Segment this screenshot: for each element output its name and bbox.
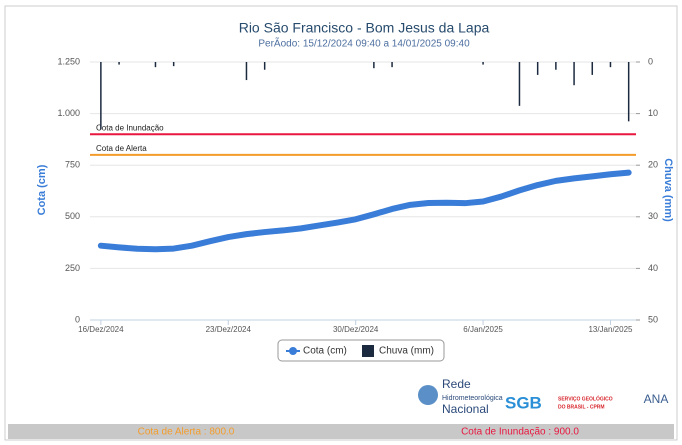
legend-box [277, 339, 445, 362]
chart-subtitle: PerÃodo: 15/12/2024 09:40 a 14/01/2025 0… [258, 37, 470, 50]
logo-text: DO BRASIL - CPRM [558, 404, 605, 410]
logo-text: Nacional [442, 402, 489, 416]
y2-axis-label: Chuva (mm) [662, 158, 674, 222]
x-tick-label: 6/Jan/2025 [463, 325, 503, 334]
rain-bar [555, 62, 557, 70]
y-tick-label: 750 [65, 160, 80, 170]
logo-text: Rede [442, 377, 471, 391]
footer-label: Cota de Alerta : 800.0 [138, 427, 235, 438]
y2-tick-label: 50 [648, 314, 658, 324]
rain-bar [118, 62, 120, 65]
footer-label: Cota de Inundação : 900.0 [461, 427, 579, 438]
y-axis-label: Cota (cm) [36, 164, 48, 215]
rain-bar [482, 62, 484, 65]
rain-bar [573, 62, 575, 86]
x-tick-label: 23/Dez/2024 [206, 325, 252, 334]
logo-text: ANA [644, 392, 669, 406]
rain-bar [100, 62, 102, 130]
x-tick-label: 13/Jan/2025 [588, 325, 633, 334]
rain-bar [263, 62, 266, 70]
x-tick-label: 30/Dez/2024 [333, 325, 379, 334]
logo-text: SGB [505, 393, 542, 412]
legend-label: Cota (cm) [303, 346, 347, 357]
reference-label: Cota de Inundação [96, 123, 164, 132]
y-tick-label: 0 [75, 314, 80, 324]
rain-bar [154, 62, 157, 68]
rain-bar [373, 62, 375, 69]
y-tick-label: 500 [65, 211, 80, 221]
x-tick-label: 16/Dez/2024 [78, 325, 124, 334]
y2-tick-label: 0 [648, 56, 653, 66]
legend-swatch [362, 345, 374, 357]
rain-bar [391, 62, 393, 68]
rain-bar [591, 62, 594, 75]
logo-text: SERVIÇO GEOLÓGICO [558, 394, 613, 402]
legend-label: Chuva (mm) [379, 346, 434, 357]
logos: Rede Hidrometeorológica Nacional SGB SER… [418, 377, 668, 416]
rain-bar [536, 62, 539, 75]
rain-bar [245, 62, 248, 81]
legend-swatch [289, 347, 297, 355]
y2-tick-label: 10 [648, 108, 658, 118]
chart-title: Rio São Francisco - Bom Jesus da Lapa [239, 20, 490, 36]
y-tick-label: 1.000 [57, 108, 80, 118]
rain-bar [609, 62, 612, 68]
y2-tick-label: 40 [648, 263, 658, 273]
y2-tick-label: 30 [648, 211, 658, 221]
logo-text: Hidrometeorológica [442, 395, 503, 402]
rain-bar [518, 62, 521, 106]
cota-line [97, 169, 632, 253]
rain-bar [172, 62, 175, 67]
logo-icon [418, 385, 438, 405]
rain-bar [627, 62, 630, 122]
y-tick-label: 250 [65, 263, 80, 273]
reference-label: Cota de Alerta [96, 144, 147, 153]
footer-bar [8, 424, 674, 439]
y2-tick-label: 20 [648, 160, 658, 170]
y-tick-label: 1.250 [57, 56, 80, 66]
